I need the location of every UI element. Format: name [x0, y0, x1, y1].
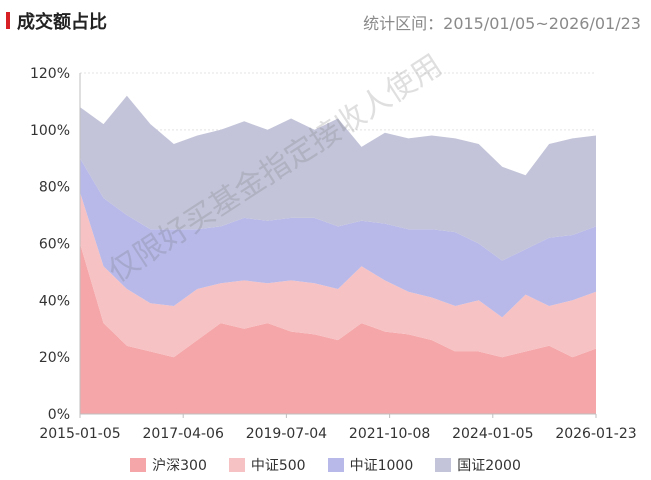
- area-series-2: [80, 192, 596, 358]
- x-tick-labels: 2015-01-05 2017-04-06 2019-07-04 2021-10-08…: [39, 414, 637, 442]
- chart-legend: 沪深300 中证500 中证1000 国证2000: [0, 455, 651, 475]
- y-tick-label: 20%: [39, 350, 70, 366]
- legend-item[interactable]: 沪深300: [130, 455, 207, 475]
- area-series-4: [80, 95, 596, 261]
- area-series-1: [80, 243, 596, 414]
- title-accent-bar: [6, 12, 10, 29]
- legend-label: 中证500: [250, 458, 306, 474]
- chart-title: 成交额占比: [17, 12, 107, 33]
- legend-swatch: [327, 458, 344, 472]
- y-tick-label: 60%: [39, 237, 70, 253]
- legend-label: 中证1000: [349, 458, 414, 474]
- area-series-group: [80, 95, 596, 414]
- legend-item[interactable]: 中证500: [228, 455, 306, 475]
- legend-swatch: [228, 458, 245, 472]
- legend-swatch: [130, 458, 147, 472]
- legend-label: 沪深300: [152, 458, 207, 474]
- y-tick-label: 100%: [30, 123, 70, 139]
- x-tick-label: 2021-10-08: [349, 426, 430, 442]
- x-tick-label: 2024-01-05: [452, 426, 533, 442]
- y-tick-label: 40%: [39, 293, 70, 309]
- x-tick-label: 2026-01-23: [555, 426, 636, 442]
- x-tick-label: 2017-04-06: [143, 426, 224, 442]
- legend-item[interactable]: 中证1000: [327, 455, 414, 475]
- legend-label: 国证2000: [457, 458, 521, 474]
- y-tick-label: 120%: [30, 66, 70, 82]
- y-tick-label: 80%: [39, 180, 70, 196]
- area-series-3: [80, 158, 596, 318]
- legend-item[interactable]: 国证2000: [435, 455, 521, 475]
- axes: [79, 73, 596, 415]
- y-tick-labels: 0% 20% 40% 60% 80% 100% 120%: [30, 66, 70, 423]
- chart-header: 成交额占比 统计区间：2015/01/05~2026/01/23: [0, 0, 651, 44]
- x-tick-label: 2015-01-05: [39, 426, 120, 442]
- x-tick-label: 2019-07-04: [246, 426, 327, 442]
- legend-swatch: [435, 458, 452, 472]
- y-tick-label: 0%: [48, 407, 70, 423]
- date-range-label: 统计区间：2015/01/05~2026/01/23: [363, 14, 641, 33]
